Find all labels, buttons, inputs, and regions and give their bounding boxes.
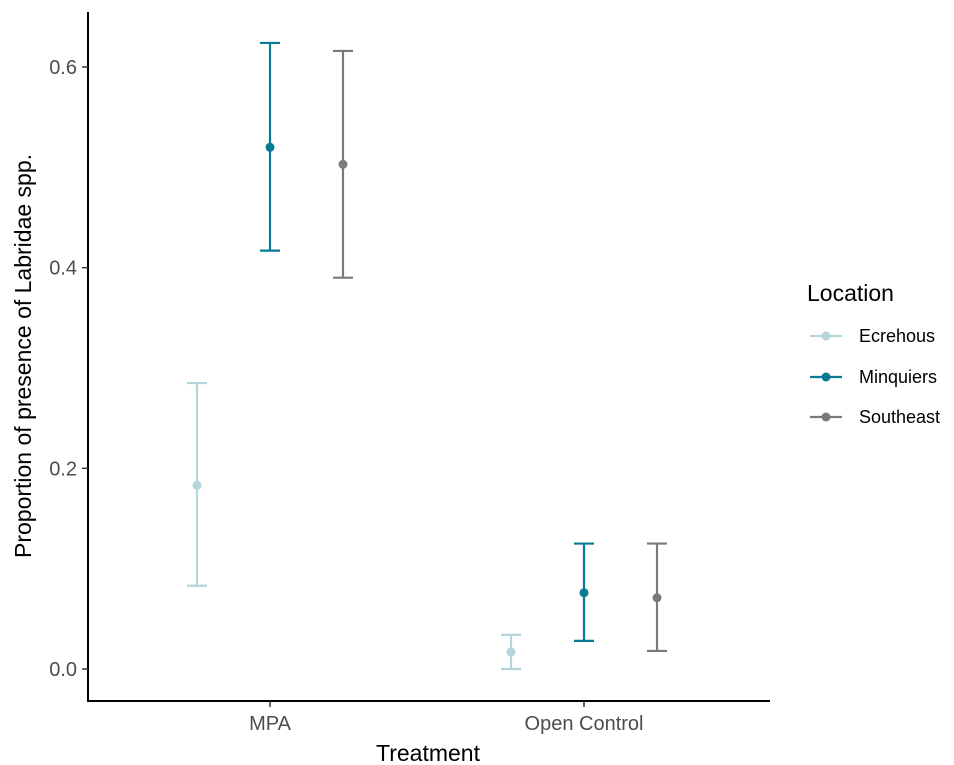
series-southeast (333, 49, 667, 653)
y-tick-label: 0.4 (49, 258, 77, 280)
y-axis-title: Proportion of presence of Labridae spp. (10, 154, 36, 558)
data-point (338, 159, 348, 169)
legend-title: Location (807, 280, 894, 306)
legend-items: Ecrehous Minquiers Southeast (810, 326, 940, 427)
y-tick-label: 0.2 (49, 458, 77, 480)
legend-item-southeast: Southeast (810, 407, 940, 427)
y-tick-label: 0.0 (49, 659, 77, 681)
x-tick-label: Open Control (525, 713, 644, 735)
data-point (506, 647, 516, 657)
axes (87, 12, 770, 702)
legend-key-point (821, 331, 831, 341)
legend-item-minquiers: Minquiers (810, 367, 937, 387)
ticks: 0.0 0.2 0.4 0.6 MPA Open Control (49, 57, 643, 735)
plot-area (187, 41, 667, 671)
data-point (579, 588, 589, 598)
series-ecrehous (187, 381, 521, 671)
x-tick-label: MPA (249, 713, 292, 735)
series-minquiers (260, 41, 594, 643)
legend-key-point (821, 412, 831, 422)
legend-label: Minquiers (859, 367, 937, 387)
legend-item-ecrehous: Ecrehous (810, 326, 935, 346)
legend-label: Ecrehous (859, 326, 935, 346)
legend-key-point (821, 372, 831, 382)
data-point (652, 593, 662, 603)
data-point (192, 480, 202, 490)
y-tick-label: 0.6 (49, 57, 77, 79)
legend: Location Ecrehous Minquiers Southeast (807, 280, 940, 427)
x-axis-title: Treatment (376, 740, 481, 765)
legend-label: Southeast (859, 407, 940, 427)
data-point (265, 142, 275, 152)
